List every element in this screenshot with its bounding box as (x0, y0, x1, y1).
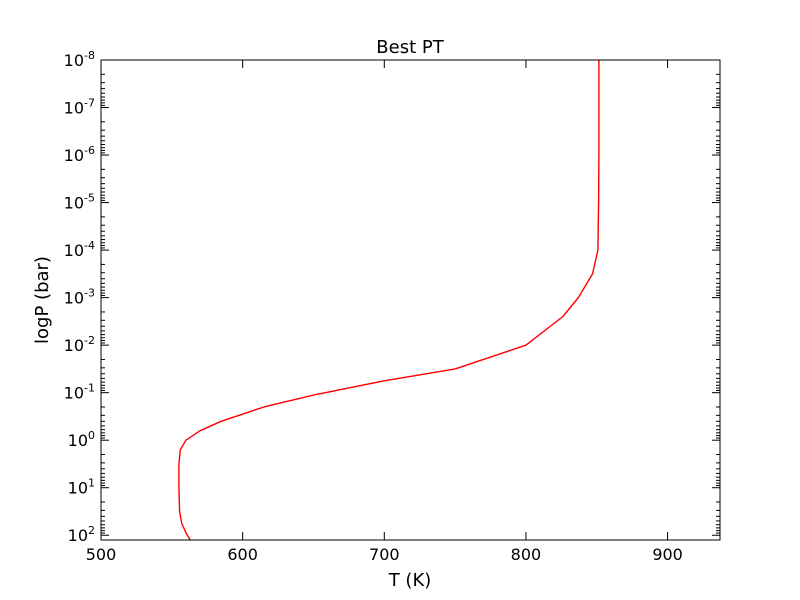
y-tick-label: 102 (68, 524, 95, 545)
y-tick-label: 10-5 (64, 192, 95, 213)
series-layer (178, 60, 600, 541)
x-tick-label: 700 (369, 545, 400, 564)
x-axis: 500 600 700 800 900 (86, 60, 683, 564)
plot-frame (100, 59, 721, 541)
x-tick-label: 800 (511, 545, 542, 564)
y-tick-label: 10-4 (64, 239, 95, 260)
y-tick-label: 10-2 (64, 334, 95, 355)
y-tick-label: 10-1 (64, 382, 95, 403)
x-tick-label: 500 (86, 545, 117, 564)
x-tick-label: 600 (227, 545, 258, 564)
y-tick-label: 100 (68, 429, 95, 450)
y-tick-label: 10-7 (64, 97, 95, 118)
y-axis-label: logP (bar) (32, 256, 53, 344)
y-tick-label: 10-6 (64, 144, 95, 165)
y-tick-label: 10-3 (64, 287, 95, 308)
y-tick-label: 10-8 (64, 49, 95, 70)
chart-title: Best PT (376, 37, 444, 58)
x-axis-label: T (K) (388, 570, 432, 591)
series-line-0 (178, 60, 600, 541)
y-tick-label: 101 (68, 477, 95, 498)
y-axis: 10-8 10-7 10-6 10-5 10-4 10-3 10-2 10-1 100 101 10… (64, 49, 720, 545)
x-tick-label: 900 (652, 545, 683, 564)
